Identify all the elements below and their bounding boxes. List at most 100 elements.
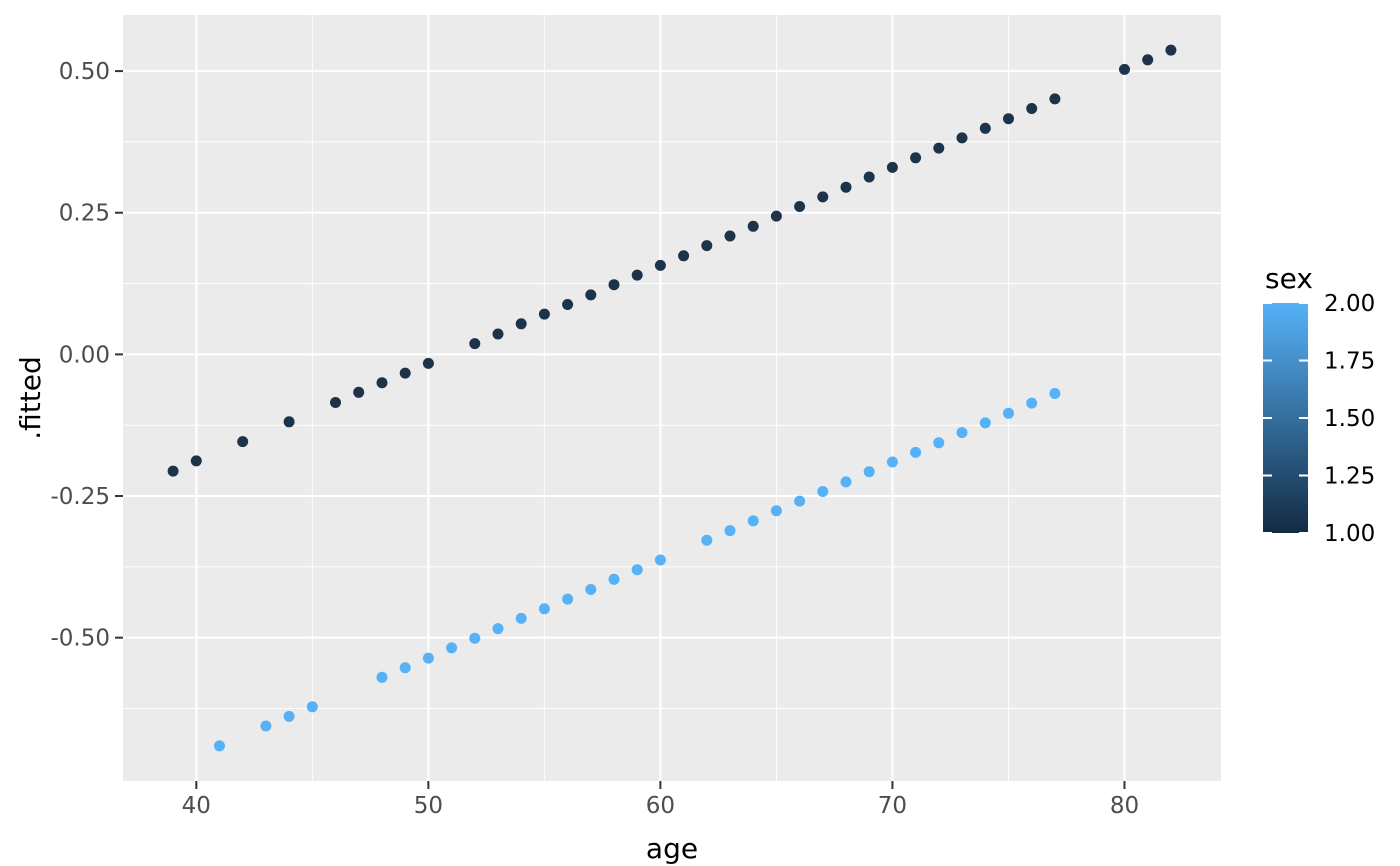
data-point xyxy=(979,417,991,429)
data-point xyxy=(794,495,806,507)
data-point xyxy=(956,427,968,439)
x-tick-label: 60 xyxy=(646,793,675,819)
data-point xyxy=(701,534,713,546)
minor-gridlines xyxy=(123,15,1221,781)
data-point xyxy=(770,210,782,222)
x-tick-label: 40 xyxy=(182,793,211,819)
data-point xyxy=(794,201,806,212)
data-point xyxy=(562,299,574,310)
series-1 xyxy=(167,44,1177,477)
data-point xyxy=(910,152,922,164)
data-point xyxy=(631,564,643,576)
data-point xyxy=(492,623,504,635)
data-point xyxy=(933,437,945,449)
axis-tick-marks xyxy=(115,70,1126,789)
data-point xyxy=(538,308,550,320)
data-point xyxy=(817,486,829,497)
data-point xyxy=(701,240,713,252)
data-point xyxy=(330,397,341,408)
data-point xyxy=(1003,113,1014,125)
series-2 xyxy=(214,388,1061,752)
y-tick-label: 0.25 xyxy=(59,201,110,227)
data-point xyxy=(515,612,527,624)
data-point xyxy=(399,662,411,674)
x-tick-labels: 40 50 60 70 80 xyxy=(182,793,1139,819)
data-point xyxy=(747,515,759,527)
data-point xyxy=(469,338,481,350)
y-tick-labels: 0.50 0.25 0.00 -0.25 -0.50 xyxy=(50,59,110,652)
legend-labels: 2.00 1.75 1.50 1.25 1.00 xyxy=(1324,291,1375,547)
data-point xyxy=(422,652,434,664)
data-point xyxy=(678,250,690,262)
data-point xyxy=(562,593,574,605)
data-point xyxy=(167,465,179,477)
legend-label: 1.75 xyxy=(1324,349,1375,375)
data-point xyxy=(515,318,527,330)
data-point xyxy=(353,386,365,398)
data-point xyxy=(1165,44,1177,56)
data-point xyxy=(1049,388,1061,399)
data-point xyxy=(608,573,620,585)
data-point xyxy=(840,476,852,488)
data-point xyxy=(886,456,898,468)
data-point xyxy=(817,191,829,203)
x-tick-label: 70 xyxy=(878,793,907,819)
legend: sex 2.00 1.75 1.50 1.25 1.00 xyxy=(1263,262,1375,547)
data-point xyxy=(747,220,759,232)
x-tick-label: 80 xyxy=(1110,793,1139,819)
data-point xyxy=(933,142,945,154)
data-point xyxy=(608,279,620,291)
data-point xyxy=(585,289,597,301)
data-point xyxy=(1119,63,1130,75)
legend-tick-marks xyxy=(1263,302,1308,534)
legend-label: 1.50 xyxy=(1324,406,1375,432)
data-point xyxy=(886,161,898,173)
data-point xyxy=(260,720,272,732)
data-point xyxy=(910,446,922,458)
data-point xyxy=(283,416,295,428)
data-point xyxy=(863,466,875,478)
data-point xyxy=(214,740,225,752)
data-point xyxy=(1026,397,1038,409)
data-point xyxy=(492,328,504,340)
data-point xyxy=(306,701,318,713)
data-point xyxy=(422,357,434,369)
y-tick-label: -0.50 xyxy=(50,626,110,652)
data-point xyxy=(979,122,991,134)
data-point xyxy=(376,671,388,683)
data-point xyxy=(770,505,782,517)
data-point xyxy=(538,603,550,615)
data-point xyxy=(283,710,295,722)
y-tick-label: 0.00 xyxy=(59,342,110,368)
y-axis-title: .fitted xyxy=(14,356,47,440)
x-axis-title: age xyxy=(646,832,698,865)
data-point xyxy=(724,525,736,537)
data-point xyxy=(724,230,736,242)
data-point xyxy=(654,554,666,566)
data-point xyxy=(585,584,597,595)
x-tick-label: 50 xyxy=(414,793,443,819)
data-point xyxy=(956,132,968,144)
plot-panel xyxy=(123,15,1221,781)
data-point xyxy=(469,632,481,644)
y-tick-label: 0.50 xyxy=(59,59,110,85)
data-point xyxy=(1049,93,1061,105)
major-gridlines xyxy=(123,15,1221,781)
legend-label: 2.00 xyxy=(1324,291,1375,317)
data-point xyxy=(631,269,643,281)
legend-label: 1.00 xyxy=(1324,521,1375,547)
legend-title: sex xyxy=(1265,262,1313,295)
data-point xyxy=(190,455,202,467)
data-point xyxy=(840,181,852,193)
data-point xyxy=(376,377,388,389)
data-point xyxy=(446,642,458,654)
data-point xyxy=(1142,54,1154,66)
data-point xyxy=(399,367,411,379)
data-point xyxy=(654,259,666,271)
data-point xyxy=(863,171,875,183)
data-point xyxy=(1003,407,1014,419)
legend-label: 1.25 xyxy=(1324,464,1375,490)
data-point xyxy=(237,436,249,448)
